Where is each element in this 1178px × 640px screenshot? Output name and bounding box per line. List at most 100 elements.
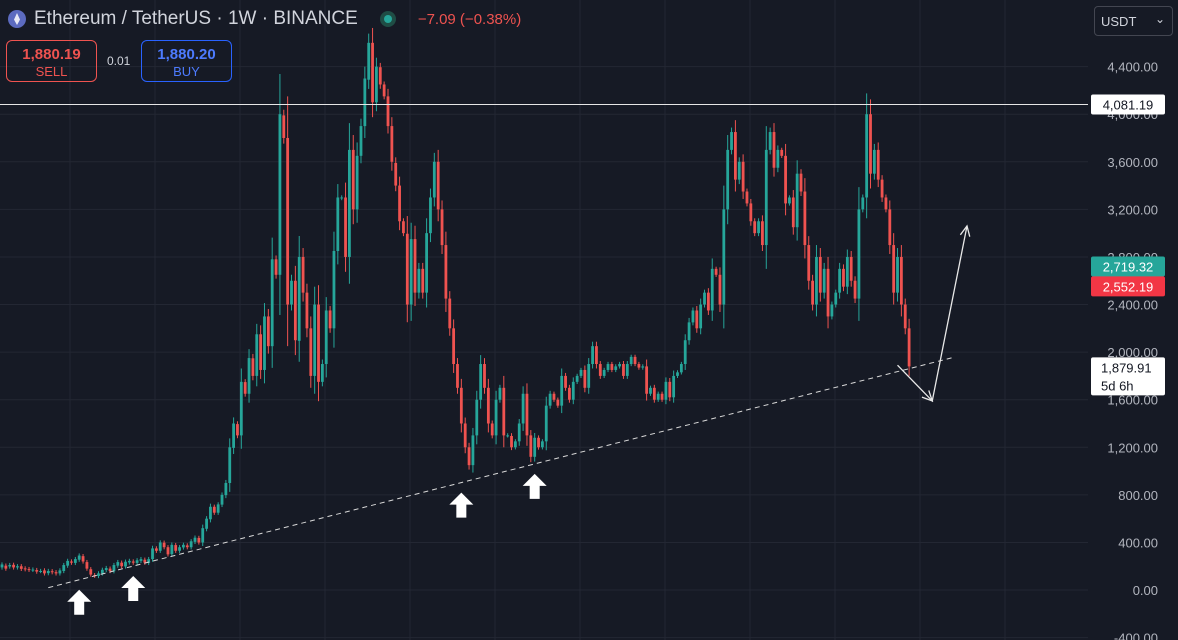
candle-body	[448, 298, 452, 329]
candle	[498, 384, 502, 403]
candle	[834, 289, 838, 308]
candle-body	[35, 570, 39, 572]
candle-body	[668, 381, 672, 398]
candle	[382, 81, 386, 100]
candle-body	[178, 547, 181, 551]
candle-body	[660, 393, 664, 400]
candle-body	[799, 173, 803, 192]
candle-body	[791, 197, 795, 228]
candle-body	[587, 364, 591, 388]
candle-body	[768, 132, 772, 150]
candle-body	[486, 387, 490, 424]
candle	[737, 157, 741, 185]
candle	[456, 358, 459, 394]
candle-body	[394, 162, 398, 186]
candle	[209, 503, 212, 523]
candle-body	[807, 245, 811, 281]
candle-body	[757, 221, 760, 234]
candle-body	[417, 268, 421, 293]
candle	[610, 361, 614, 373]
candle-body	[278, 114, 282, 275]
candle-body	[618, 364, 621, 367]
candle-body	[745, 191, 749, 204]
candle-body	[189, 541, 193, 548]
candle	[313, 286, 317, 394]
candles-layer	[0, 27, 911, 579]
candle-body	[405, 233, 409, 305]
candle	[598, 361, 602, 379]
candle	[706, 288, 710, 315]
symbol-title[interactable]: Ethereum / TetherUS · 1W · BINANCE	[34, 8, 358, 29]
buy-button[interactable]: 1,880.20 BUY	[141, 40, 232, 82]
candle	[726, 135, 730, 225]
candle	[668, 377, 672, 402]
candle-body	[166, 547, 170, 555]
candle	[81, 553, 85, 564]
candle	[641, 364, 645, 370]
candle-body	[510, 435, 513, 448]
candle-body	[46, 571, 50, 574]
candle-body	[749, 203, 753, 222]
candle-body	[568, 387, 571, 400]
candle-body	[305, 292, 309, 329]
candle-body	[899, 256, 903, 305]
candle-body	[309, 328, 313, 376]
candle	[479, 355, 483, 409]
candle-body	[12, 564, 15, 568]
candle	[842, 264, 845, 292]
candle	[544, 396, 548, 451]
candle-body	[89, 569, 93, 575]
currency-select[interactable]: USDT ⌄	[1094, 6, 1173, 36]
candle-body	[170, 544, 174, 555]
candle	[490, 420, 494, 439]
candle	[560, 368, 564, 414]
candle-body	[652, 387, 656, 400]
candle	[278, 74, 282, 315]
candle-body	[838, 268, 842, 293]
price-tick-label: 2,000.00	[1107, 345, 1158, 360]
candle	[625, 361, 629, 379]
candle	[448, 291, 452, 336]
candle	[517, 419, 521, 446]
up-arrow-marker	[522, 473, 547, 499]
candle-body	[232, 423, 235, 448]
candle	[320, 359, 324, 387]
candle-body	[471, 435, 475, 466]
candle-body	[664, 381, 668, 400]
candle	[390, 117, 394, 171]
candle	[336, 184, 340, 265]
resistance-price-label: 4,081.19	[1091, 94, 1165, 115]
symbol-header[interactable]: Ethereum / TetherUS · 1W · BINANCE −7.09…	[8, 8, 521, 30]
candle-body	[259, 334, 263, 370]
candle-body	[301, 256, 305, 293]
candle-body	[494, 399, 498, 436]
candle	[85, 559, 89, 571]
candle	[826, 256, 830, 329]
candle	[224, 479, 228, 499]
candle	[421, 262, 425, 299]
candle-body	[266, 316, 270, 347]
sell-button[interactable]: 1,880.19 SELL	[6, 40, 97, 82]
candle	[120, 560, 124, 569]
price-tick-label: 3,200.00	[1107, 202, 1158, 217]
candle	[714, 266, 718, 277]
candle	[58, 568, 62, 576]
candle-body	[4, 565, 8, 569]
candle	[788, 195, 791, 206]
candle	[162, 540, 166, 550]
candle-body	[50, 571, 54, 573]
candle	[263, 303, 266, 384]
candle	[741, 154, 745, 199]
candle-body	[691, 310, 695, 323]
candle-body	[429, 197, 432, 234]
candle-body	[517, 423, 521, 442]
candle	[62, 562, 66, 574]
candle	[309, 316, 313, 388]
candle	[888, 200, 892, 254]
candle-body	[645, 366, 649, 394]
candle	[0, 562, 4, 570]
candle	[239, 368, 243, 449]
candle-body	[741, 161, 745, 192]
